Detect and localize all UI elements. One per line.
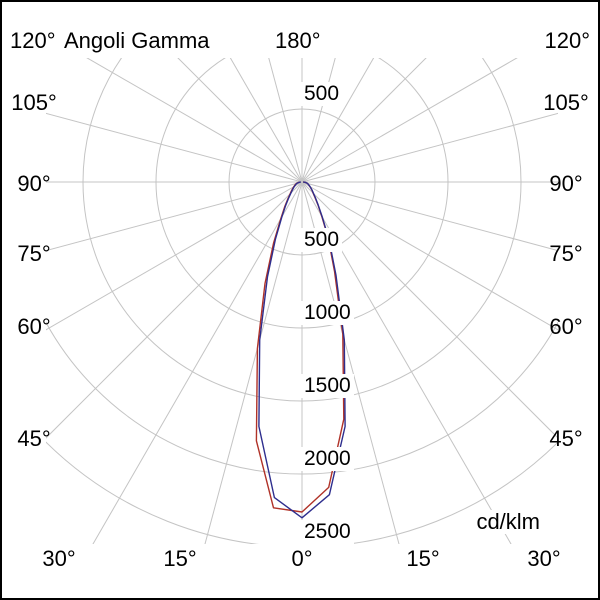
angular-grid-spoke bbox=[268, 58, 303, 183]
angular-grid-spoke bbox=[229, 58, 303, 183]
intensity-curve-plane-C90-C270 bbox=[258, 181, 346, 519]
angular-grid-spoke bbox=[301, 181, 558, 252]
radial-tick-label: 2000 bbox=[301, 447, 354, 471]
angular-grid-spoke bbox=[301, 181, 558, 439]
gamma-angle-label-right: 75° bbox=[549, 241, 583, 266]
angular-grid-spoke bbox=[177, 58, 303, 183]
gamma-angle-label-right: 105° bbox=[543, 90, 589, 115]
gamma-angle-label-left: 90° bbox=[17, 171, 51, 196]
gamma-angle-label-left: 105° bbox=[11, 90, 57, 115]
angular-grid-spoke bbox=[46, 181, 303, 331]
angular-grid-spoke bbox=[301, 181, 400, 544]
radial-tick-label: 2500 bbox=[301, 520, 354, 544]
intensity-curves bbox=[255, 181, 346, 519]
angular-grid-spoke bbox=[301, 58, 427, 183]
gamma-angle-label-left: 60° bbox=[17, 314, 51, 339]
angular-grid-spoke bbox=[301, 112, 558, 183]
angular-grid-spoke bbox=[301, 181, 558, 331]
gamma-angle-label-left: 45° bbox=[17, 426, 51, 451]
gamma-angle-label-bottom: 30° bbox=[527, 546, 561, 571]
gamma-angle-label-bottom: 30° bbox=[42, 546, 76, 571]
gamma-angle-label-bottom: 15° bbox=[406, 546, 440, 571]
gamma-angle-label-left: 75° bbox=[17, 241, 51, 266]
angle-label-180: 180° bbox=[275, 28, 321, 53]
radial-tick-label: 500 bbox=[301, 228, 343, 252]
unit-label: cd/klm bbox=[474, 509, 542, 534]
angle-label-120-left: 120° bbox=[10, 28, 56, 53]
angular-grid-spoke bbox=[301, 58, 518, 183]
angle-label-120-right: 120° bbox=[544, 28, 590, 53]
gamma-angle-label-right: 90° bbox=[549, 171, 583, 196]
radial-tick-label: 1000 bbox=[301, 301, 354, 325]
radial-tick-label: 500 bbox=[301, 82, 343, 106]
chart-title: Angoli Gamma bbox=[64, 28, 210, 53]
gamma-angle-label-right: 45° bbox=[549, 426, 583, 451]
angular-grid-spoke bbox=[86, 58, 303, 183]
angular-grid-spoke bbox=[301, 181, 512, 544]
angular-grid-spoke bbox=[92, 181, 303, 544]
angular-grid-spoke bbox=[46, 181, 303, 439]
gamma-angle-label-bottom: 0° bbox=[291, 546, 313, 571]
radial-tick-label: 1500 bbox=[301, 374, 354, 398]
gamma-angle-label-right: 60° bbox=[549, 314, 583, 339]
angular-grid-spoke bbox=[46, 112, 303, 183]
angular-grid-spoke bbox=[204, 181, 303, 544]
angular-grid-spoke bbox=[46, 181, 303, 252]
angular-grid-spoke bbox=[301, 58, 375, 183]
gamma-angle-label-bottom: 15° bbox=[163, 546, 197, 571]
